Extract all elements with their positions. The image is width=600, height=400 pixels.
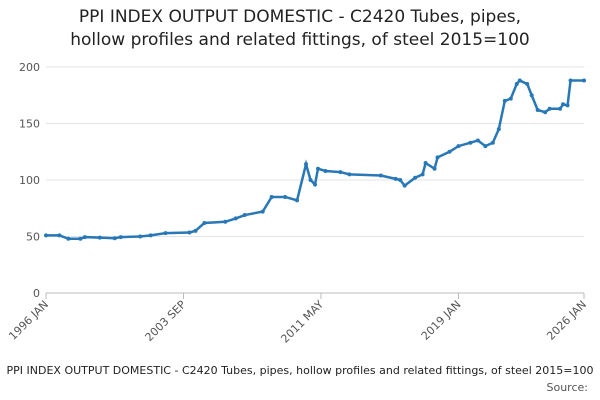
point [112,236,117,241]
y-tick-label: 50 [26,231,40,244]
point [435,155,440,160]
point [97,235,102,240]
point [561,102,566,107]
line [46,79,584,241]
y-tick-label: 100 [19,174,40,187]
point [565,103,570,108]
x-tick-label: 2003 SEP [143,298,189,344]
point [568,78,573,83]
point [323,168,328,173]
point [57,233,62,238]
point [308,178,313,182]
point [582,78,586,83]
point [313,182,317,187]
point [283,194,288,199]
point [163,231,168,236]
point [423,161,428,166]
point [535,107,540,112]
point [543,110,548,115]
point [118,235,123,240]
point [456,144,461,149]
point [269,194,274,199]
point [496,127,501,132]
point [508,96,513,101]
point [233,216,238,221]
point [398,178,403,182]
point [447,149,452,154]
chart-title: PPI INDEX OUTPUT DOMESTIC - C2420 Tubes,… [79,7,521,27]
point [502,98,507,103]
point [138,234,143,239]
point [148,233,153,238]
y-tick-label: 150 [19,118,40,131]
point [413,175,418,180]
point [44,233,48,238]
point [338,170,343,175]
point [242,213,247,218]
point [514,81,519,86]
point [483,144,488,149]
point [432,166,437,171]
source: Source: [547,381,589,394]
x-tick-label: 1996 JAN [6,298,51,343]
point [558,106,563,111]
point [468,140,473,145]
point [202,220,207,225]
point [547,106,552,111]
point [490,140,495,145]
point [193,228,198,233]
point [82,235,87,240]
caption: PPI INDEX OUTPUT DOMESTIC - C2420 Tubes,… [7,364,594,377]
point [517,78,522,83]
point [295,198,300,203]
point [475,138,480,143]
chart-title: hollow profiles and related fittings, of… [70,30,530,50]
point [347,172,352,177]
point [260,209,265,214]
point [402,183,407,188]
point [223,219,228,224]
point [315,166,320,171]
point [525,81,530,86]
point [420,172,425,177]
x-tick-label: 2019 JAN [419,298,464,343]
point [66,236,71,241]
y-tick-label: 200 [19,61,40,74]
point [78,236,83,241]
point [187,230,192,235]
point [378,173,383,178]
point [304,162,309,167]
y-tick-label: 0 [33,287,40,300]
point [529,93,534,98]
x-tick-label: 2011 MAY [278,298,326,346]
point [393,176,398,181]
x-tick-label: 2026 JAN [544,298,589,343]
